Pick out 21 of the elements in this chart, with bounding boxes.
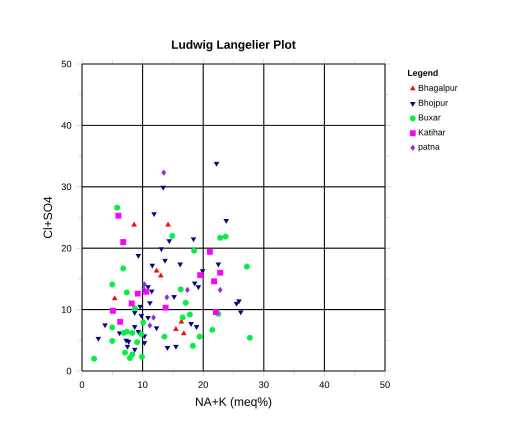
y-tick-label: 20	[62, 244, 72, 252]
y-tick-label: 30	[62, 184, 72, 190]
x-tick-label: 30	[258, 381, 269, 388]
x-tick-label: 40	[319, 381, 330, 388]
x-tick-label: 10	[138, 381, 148, 388]
legend-label: Bhojpur	[418, 100, 448, 108]
y-tick-label: 0	[66, 368, 72, 374]
x-tick-label: 50	[380, 381, 390, 388]
y-tick-label: 50	[62, 60, 72, 68]
legend-label: patna	[418, 144, 440, 152]
chart-title: Ludwig Langelier Plot	[172, 40, 296, 52]
x-axis-title: NA+K (meq%)	[196, 397, 272, 408]
x-tick-label: 20	[198, 381, 208, 388]
legend-label: Buxar	[418, 114, 441, 120]
y-tick-label: 40	[61, 122, 72, 129]
y-tick-label: 10	[62, 306, 72, 313]
legend-label: Bhagalpur	[418, 84, 458, 93]
x-tick-label: 0	[80, 381, 84, 388]
legend-label: Katihar	[418, 129, 446, 136]
y-axis-title: Cl+SO4	[43, 196, 52, 238]
legend-title: Legend	[408, 70, 438, 78]
